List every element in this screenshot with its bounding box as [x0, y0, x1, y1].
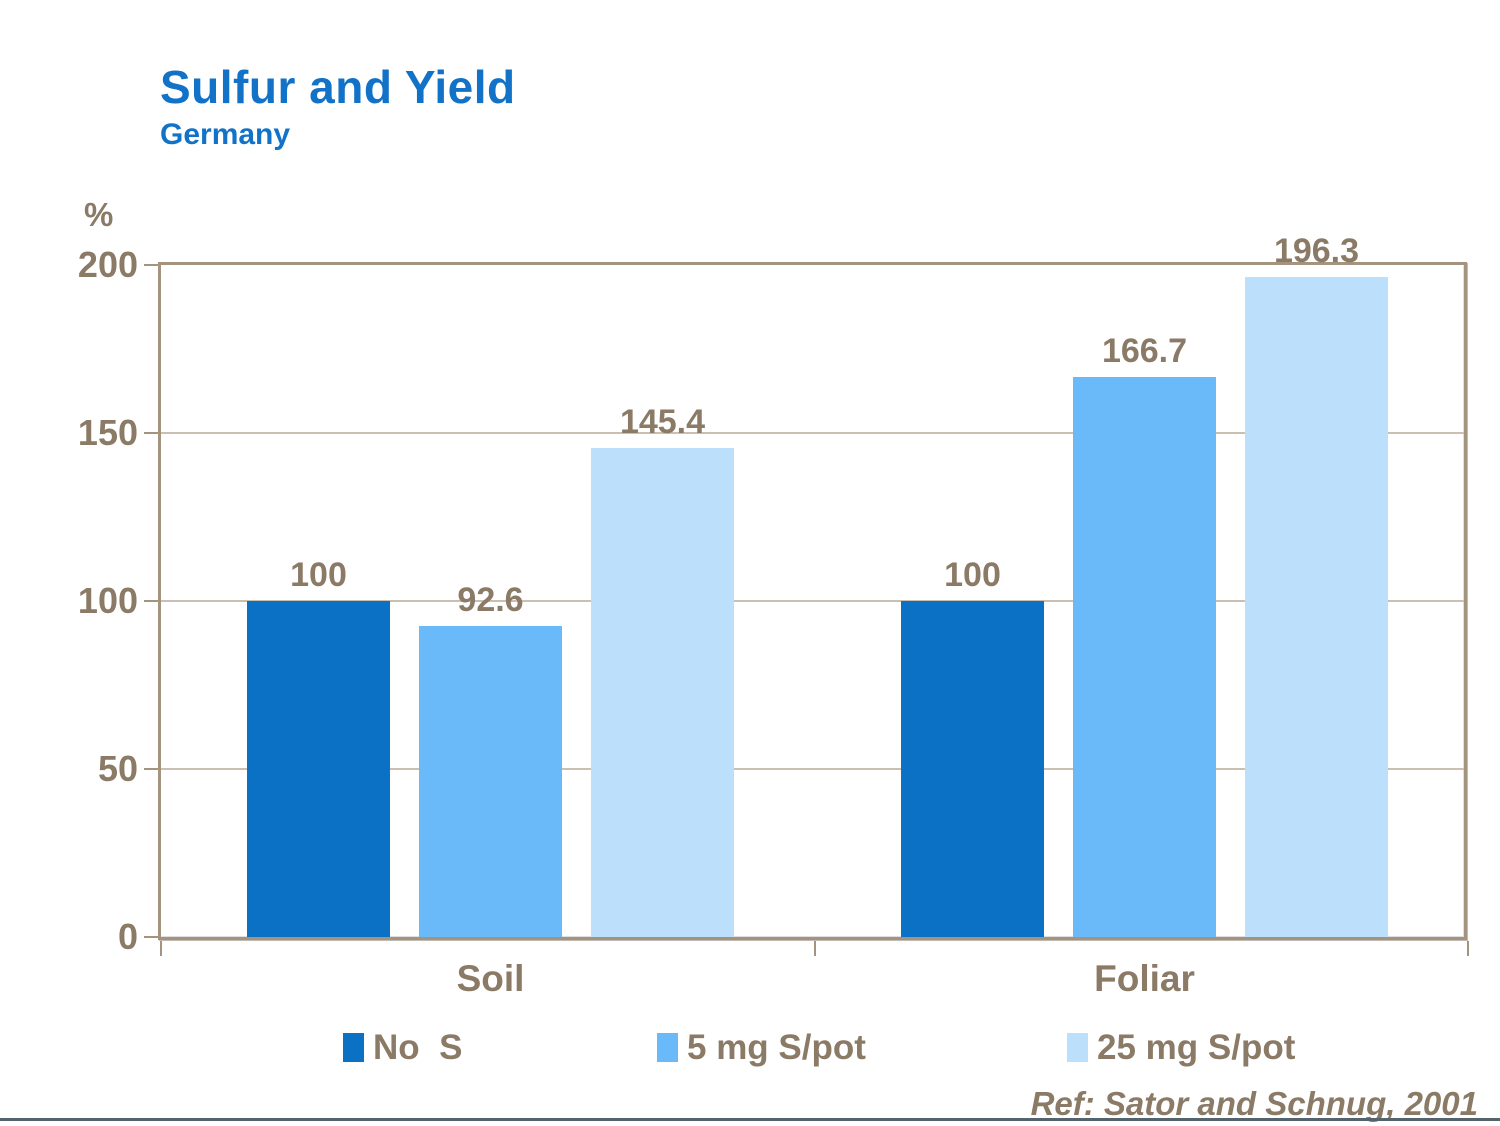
x-axis-tick-0	[160, 941, 162, 956]
bar-foliar-5-mg-s-pot	[1073, 376, 1216, 937]
y-tick-mark-0	[144, 936, 161, 938]
legend-label-5-mg-s-pot: 5 mg S/pot	[687, 1028, 866, 1067]
category-label-soil: Soil	[456, 958, 525, 999]
legend-label-25-mg-s-pot: 25 mg S/pot	[1097, 1028, 1296, 1067]
y-tick-mark-50	[144, 768, 161, 770]
legend-item-25-mg-s-pot: 25 mg S/pot	[1067, 1030, 1295, 1065]
reference-text: Ref: Sator and Schnug, 2001	[1030, 1085, 1478, 1122]
y-axis-unit-label: %	[84, 196, 114, 233]
y-tick-label-50: 50	[97, 748, 138, 789]
legend-label-no-s: No S	[373, 1028, 463, 1067]
chart-title: Sulfur and Yield	[160, 61, 516, 113]
bar-value-foliar-5-mg-s-pot: 166.7	[1101, 331, 1188, 370]
bar-soil-no-s	[247, 601, 390, 937]
legend-swatch-no-s	[343, 1033, 364, 1062]
bottom-rule	[0, 1118, 1500, 1121]
y-tick-label-0: 0	[117, 916, 138, 957]
y-tick-label-150: 150	[77, 412, 138, 453]
chart-subtitle: Germany	[160, 118, 291, 151]
bar-value-soil-25-mg-s-pot: 145.4	[619, 403, 706, 442]
bar-foliar-no-s	[901, 601, 1044, 937]
x-axis-tick-2	[1467, 941, 1469, 956]
plot-area: 100 92.6 145.4 100 166.7 196.3	[158, 232, 1467, 940]
legend-item-no-s: No S	[343, 1030, 462, 1065]
legend-swatch-5-mg-s-pot	[657, 1033, 678, 1062]
gridline-50	[161, 768, 1464, 770]
y-tick-label-100: 100	[77, 580, 138, 621]
bar-value-soil-no-s: 100	[290, 556, 347, 594]
category-label-foliar: Foliar	[1094, 958, 1195, 999]
bar-soil-25-mg-s-pot	[591, 448, 734, 937]
y-tick-mark-200	[144, 264, 161, 266]
x-axis-tick-1	[814, 941, 816, 956]
bar-value-foliar-25-mg-s-pot: 196.3	[1273, 232, 1360, 271]
bar-value-soil-5-mg-s-pot: 92.6	[457, 580, 524, 619]
y-tick-mark-150	[144, 432, 161, 434]
legend-item-5-mg-s-pot: 5 mg S/pot	[657, 1030, 866, 1065]
legend-swatch-25-mg-s-pot	[1067, 1033, 1088, 1062]
y-tick-mark-100	[144, 600, 161, 602]
bar-foliar-25-mg-s-pot	[1245, 277, 1388, 937]
gridline-100	[161, 600, 1464, 602]
bar-soil-5-mg-s-pot	[419, 625, 562, 937]
bar-value-foliar-no-s: 100	[944, 556, 1001, 594]
gridline-150	[161, 432, 1464, 434]
y-tick-label-200: 200	[77, 244, 138, 285]
